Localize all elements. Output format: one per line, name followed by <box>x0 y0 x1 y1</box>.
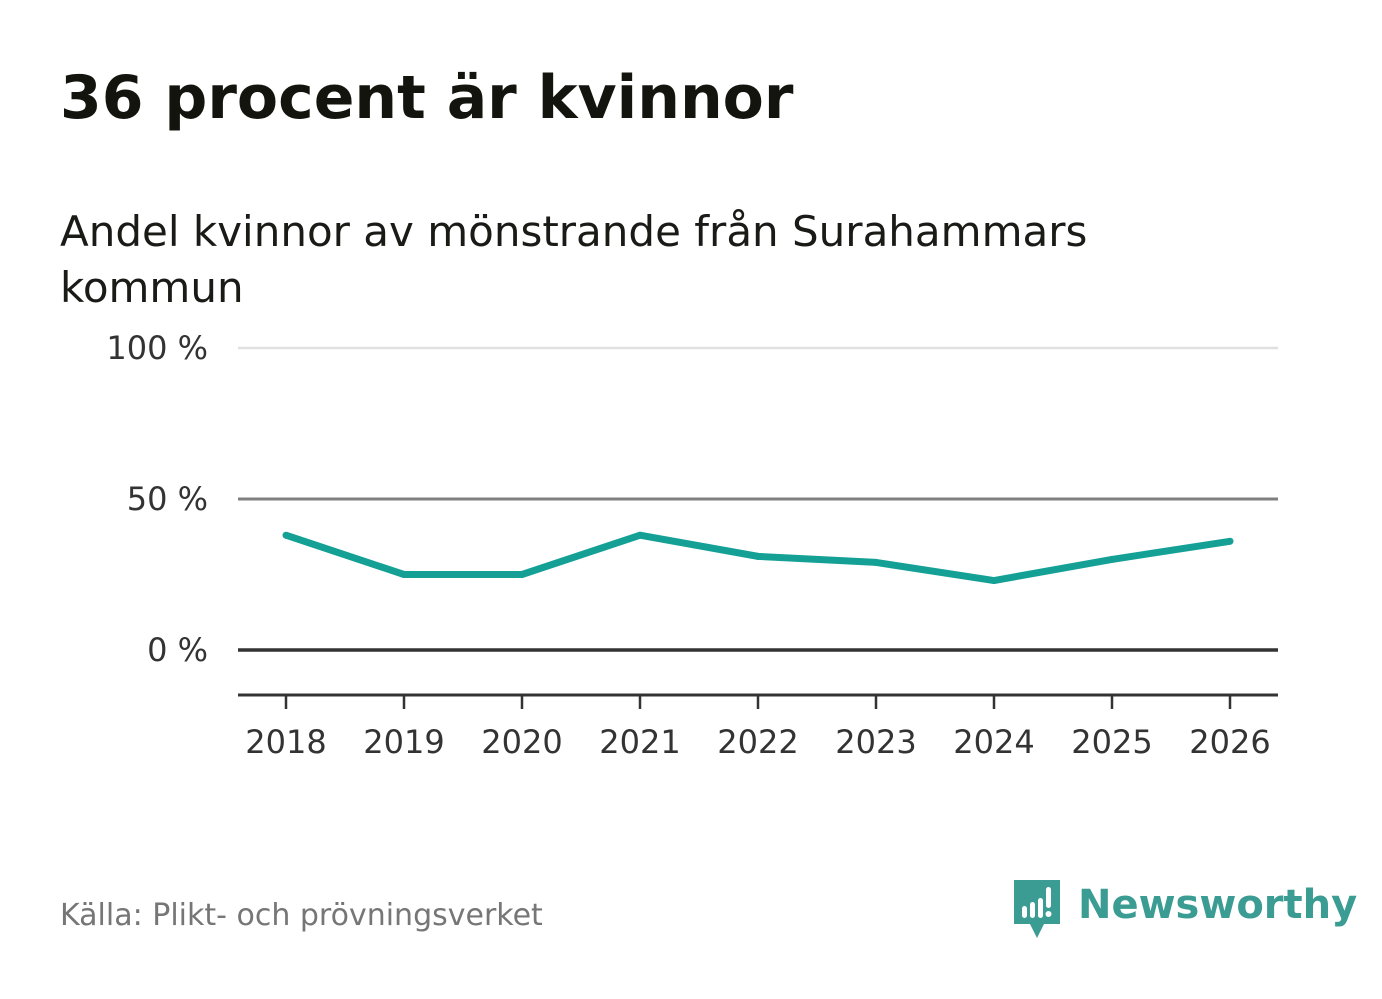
brand-name: Newsworthy <box>1078 882 1358 928</box>
data-point <box>636 531 644 539</box>
y-tick-label: 0 % <box>147 631 208 669</box>
y-tick-label: 50 % <box>127 480 208 518</box>
newsworthy-logo-icon <box>1014 880 1060 938</box>
y-axis-ticks: 0 % 50 % 100 % <box>106 329 208 669</box>
chart-title: 36 procent är kvinnor <box>60 63 794 133</box>
x-tick-label: 2019 <box>363 723 444 761</box>
x-axis: 2018 2019 2020 2021 2022 2023 2024 2025 2026 <box>238 693 1278 761</box>
data-point <box>1108 555 1116 563</box>
data-point <box>1226 537 1234 545</box>
series-lines <box>282 531 1234 585</box>
data-point <box>990 577 998 585</box>
x-tick-label: 2018 <box>245 723 326 761</box>
source-note: Källa: Plikt- och prövningsverket <box>60 898 543 933</box>
data-point <box>282 531 290 539</box>
line-chart: 0 % 50 % 100 % 2018 2019 2020 2021 2022 2023 202… <box>106 329 1278 761</box>
x-tick-label: 2024 <box>953 723 1034 761</box>
brand-logo[interactable]: Newsworthy <box>1010 878 1357 942</box>
x-tick-label: 2020 <box>481 723 562 761</box>
x-tick-label: 2026 <box>1189 723 1270 761</box>
x-tick-label: 2023 <box>835 723 916 761</box>
x-tick-label: 2025 <box>1071 723 1152 761</box>
data-point <box>518 571 526 578</box>
gridlines <box>238 346 1278 652</box>
data-point <box>400 571 408 578</box>
x-tick-label: 2022 <box>717 723 798 761</box>
data-point <box>754 552 762 560</box>
x-tick-label: 2021 <box>599 723 680 761</box>
data-point <box>872 558 880 566</box>
y-tick-label: 100 % <box>106 329 208 367</box>
chart-subtitle: Andel kvinnor av mönstrande från Suraham… <box>60 207 1088 312</box>
